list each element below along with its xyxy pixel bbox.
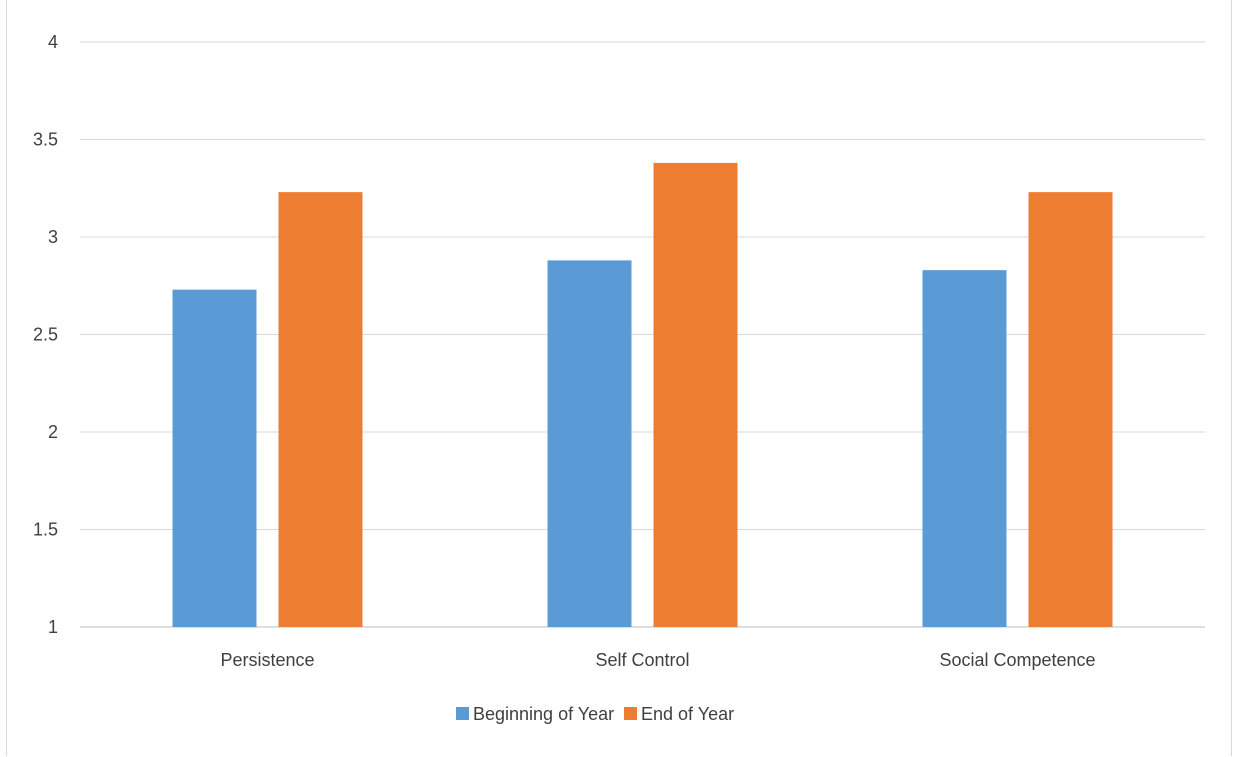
legend-label: Beginning of Year [473, 704, 614, 724]
y-tick-label: 2.5 [33, 325, 58, 345]
y-tick-label: 4 [48, 32, 58, 52]
bars [172, 162, 1113, 627]
y-tick-label: 1 [48, 617, 58, 637]
y-tick-label: 3 [48, 227, 58, 247]
x-category-label: Social Competence [939, 650, 1095, 670]
legend: Beginning of Year End of Year [456, 704, 734, 724]
bar-end-of-year-social-competence [1028, 192, 1113, 627]
legend-swatch [624, 707, 637, 720]
bar-beginning-of-year-social-competence [922, 270, 1007, 627]
bar-beginning-of-year-persistence [172, 289, 257, 627]
bar-end-of-year-self-control [653, 162, 738, 627]
gridlines [80, 41, 1205, 628]
bar-end-of-year-persistence [278, 192, 363, 627]
y-axis-ticks: 1 1.5 2 2.5 3 3.5 4 [33, 32, 58, 637]
x-axis-labels: Persistence Self Control Social Competence [220, 650, 1095, 670]
legend-swatch [456, 707, 469, 720]
y-tick-label: 2 [48, 422, 58, 442]
y-tick-label: 3.5 [33, 130, 58, 150]
bar-beginning-of-year-self-control [547, 260, 632, 627]
y-tick-label: 1.5 [33, 520, 58, 540]
legend-label: End of Year [641, 704, 734, 724]
x-category-label: Persistence [220, 650, 314, 670]
x-category-label: Self Control [595, 650, 689, 670]
